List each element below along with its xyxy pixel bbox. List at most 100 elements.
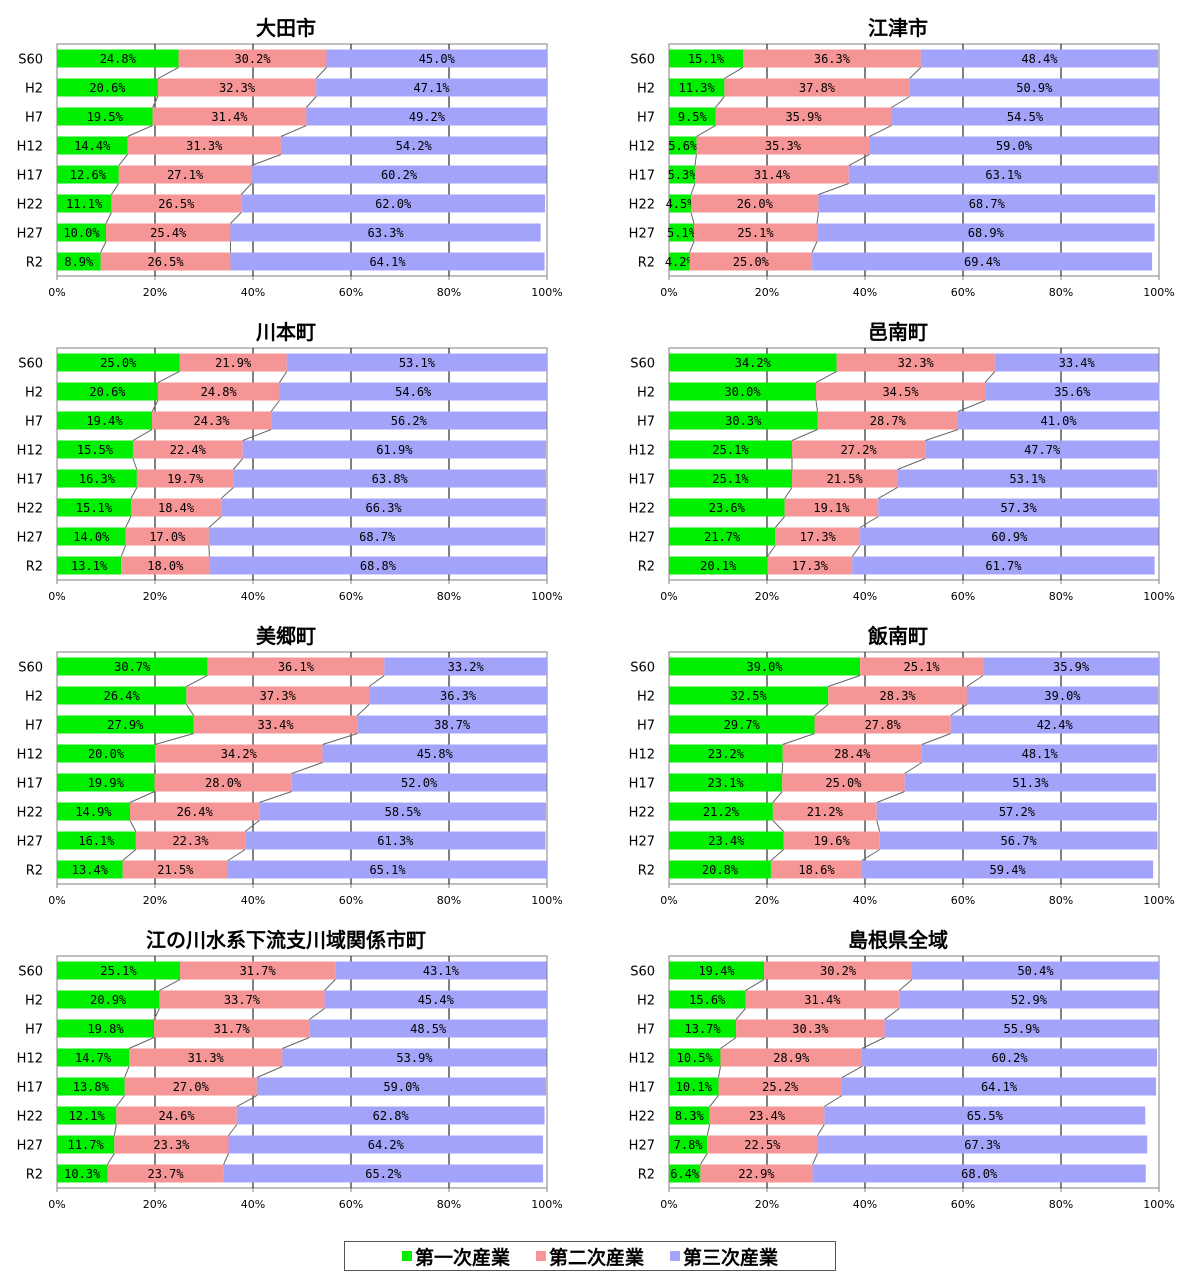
bar-segment [694, 165, 849, 184]
category-label: H22 [629, 502, 655, 517]
x-tick-label: 40% [241, 286, 265, 299]
data-label: 61.9% [376, 443, 413, 457]
bar-segment [116, 1106, 237, 1125]
bar-segment [715, 107, 892, 126]
series-line [128, 1037, 155, 1049]
legend-label-tertiary: 第三次産業 [683, 1246, 779, 1269]
data-label: 24.6% [158, 1109, 195, 1123]
data-label: 18.6% [798, 863, 835, 877]
bar-segment [57, 252, 101, 271]
series-line [120, 545, 127, 557]
data-label: 31.3% [186, 139, 223, 153]
data-label: 18.4% [158, 501, 195, 515]
bar-segment [709, 1106, 825, 1125]
data-label: 6.4% [670, 1167, 700, 1181]
category-label: H27 [17, 227, 43, 242]
x-tick-label: 100% [1143, 590, 1174, 603]
x-tick-label: 40% [241, 894, 265, 907]
bar-segment [251, 165, 547, 184]
category-label: H27 [17, 1139, 43, 1154]
data-label: 31.4% [804, 993, 841, 1007]
data-label: 37.3% [260, 689, 297, 703]
data-label: 60.2% [381, 168, 418, 182]
data-label: 4.2% [665, 255, 695, 269]
bar-segment [669, 831, 784, 850]
x-tick-label: 40% [241, 1198, 265, 1211]
data-label: 32.5% [731, 689, 768, 703]
series-line [100, 241, 107, 253]
series-line [909, 67, 922, 79]
x-tick-label: 100% [531, 1198, 562, 1211]
data-label: 12.1% [69, 1109, 106, 1123]
bar-segment [912, 961, 1159, 980]
bar-segment [700, 1164, 813, 1183]
series-line [185, 704, 195, 716]
data-label: 22.9% [738, 1167, 775, 1181]
chart-panel: 美郷町 0% 20% 40% 60% 80% 100% 30.7% 36.1% 33.2% S60 2… [0, 620, 572, 910]
category-label: H17 [629, 473, 655, 488]
bar-segment [57, 1019, 155, 1038]
bar-segment [57, 1077, 125, 1096]
bar-segment [125, 527, 209, 546]
data-label: 54.2% [396, 139, 433, 153]
x-tick-label: 80% [437, 894, 461, 907]
bar-segment [57, 686, 187, 705]
bar-segment [983, 657, 1159, 676]
bar-segment [154, 773, 292, 792]
series-line [921, 733, 951, 745]
bar-segment [966, 686, 1159, 705]
data-label: 25.2% [762, 1080, 799, 1094]
data-label: 20.0% [88, 747, 125, 761]
series-line [772, 791, 783, 803]
data-label: 59.0% [996, 139, 1033, 153]
bar-segment [233, 469, 547, 488]
data-label: 24.8% [100, 52, 137, 66]
data-label: 19.4% [698, 964, 735, 978]
bar-segment [57, 165, 119, 184]
bar-segment [669, 382, 816, 401]
data-label: 11.7% [68, 1138, 105, 1152]
category-label: H27 [629, 531, 655, 546]
bar-segment [770, 860, 863, 879]
chart-panel: 大田市 0% 20% 40% 60% 80% 100% 24.8% 30.2% 45.0% S60 2… [0, 12, 572, 302]
bar-segment [879, 831, 1158, 850]
bar-segment [57, 411, 153, 430]
data-label: 47.1% [414, 81, 451, 95]
x-tick-label: 100% [1143, 1198, 1174, 1211]
bar-segment [57, 107, 153, 126]
series-line [324, 979, 336, 991]
x-tick-label: 20% [143, 1198, 167, 1211]
category-label: S60 [18, 357, 43, 372]
bar-segment [669, 527, 776, 546]
data-label: 54.5% [1007, 110, 1044, 124]
bar-segment [669, 440, 792, 459]
category-label: H12 [17, 748, 43, 763]
data-label: 61.3% [377, 834, 414, 848]
category-label: H17 [629, 1081, 655, 1096]
bar-segment [814, 715, 951, 734]
category-label: H12 [629, 444, 655, 459]
data-label: 25.0% [100, 356, 137, 370]
category-label: H27 [629, 1139, 655, 1154]
bar-segment [57, 773, 155, 792]
data-label: 27.9% [107, 718, 144, 732]
data-label: 25.1% [737, 226, 774, 240]
bar-segment [669, 49, 743, 68]
series-line [891, 96, 910, 108]
legend-swatch-tertiary [670, 1251, 680, 1261]
series-line [230, 212, 242, 224]
bar-segment [994, 353, 1159, 372]
bar-segment [57, 382, 158, 401]
bar-segment [57, 353, 180, 372]
bar-segment [669, 107, 716, 126]
bar-segment [230, 223, 541, 242]
data-label: 19.4% [86, 414, 123, 428]
bar-segment [106, 223, 231, 242]
bar-segment [230, 252, 545, 271]
series-line [256, 1066, 283, 1078]
series-line [897, 458, 926, 470]
bar-segment [135, 831, 246, 850]
series-line [115, 1095, 126, 1107]
bar-segment [817, 411, 959, 430]
series-line [186, 675, 208, 687]
